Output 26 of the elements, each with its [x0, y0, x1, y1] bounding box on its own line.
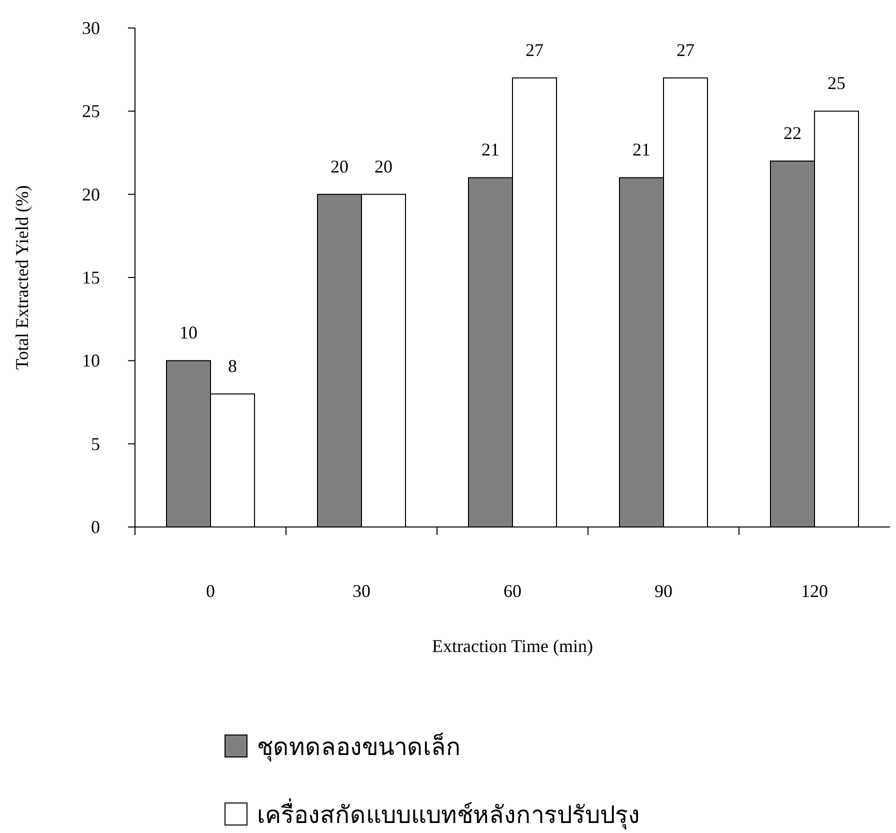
data-label: 21	[482, 140, 500, 160]
data-label: 22	[784, 123, 802, 144]
legend-label: เครื่องสกัดแบบแบทช์หลังการปรับปรุง	[257, 798, 640, 830]
y-tick-label: 25	[82, 101, 100, 122]
y-tick-label: 30	[82, 18, 100, 38]
data-label: 10	[180, 322, 198, 343]
y-tick-label: 10	[82, 350, 100, 371]
x-axis-title: Extraction Time (min)	[432, 636, 593, 656]
y-axis-title: Total Extracted Yield (%)	[12, 185, 32, 370]
data-label: 20	[330, 156, 348, 176]
y-tick-label: 20	[82, 184, 100, 204]
x-tick-label: 0	[206, 581, 215, 601]
data-label: 8	[228, 356, 237, 376]
y-tick-label: 15	[82, 268, 100, 288]
x-tick-label: 120	[801, 581, 828, 601]
x-tick-label: 30	[352, 581, 370, 601]
data-label: 27	[526, 40, 544, 60]
y-tick-label: 0	[91, 517, 100, 537]
data-label: 27	[676, 40, 694, 60]
y-tick-label: 5	[91, 434, 100, 454]
x-tick-label: 60	[504, 581, 522, 601]
legend-label: ชุดทดลองขนาดเล็ก	[257, 732, 461, 762]
data-label: 20	[374, 156, 392, 176]
x-tick-label: 90	[654, 581, 672, 601]
data-label: 21	[632, 140, 650, 160]
data-label: 25	[828, 73, 846, 94]
